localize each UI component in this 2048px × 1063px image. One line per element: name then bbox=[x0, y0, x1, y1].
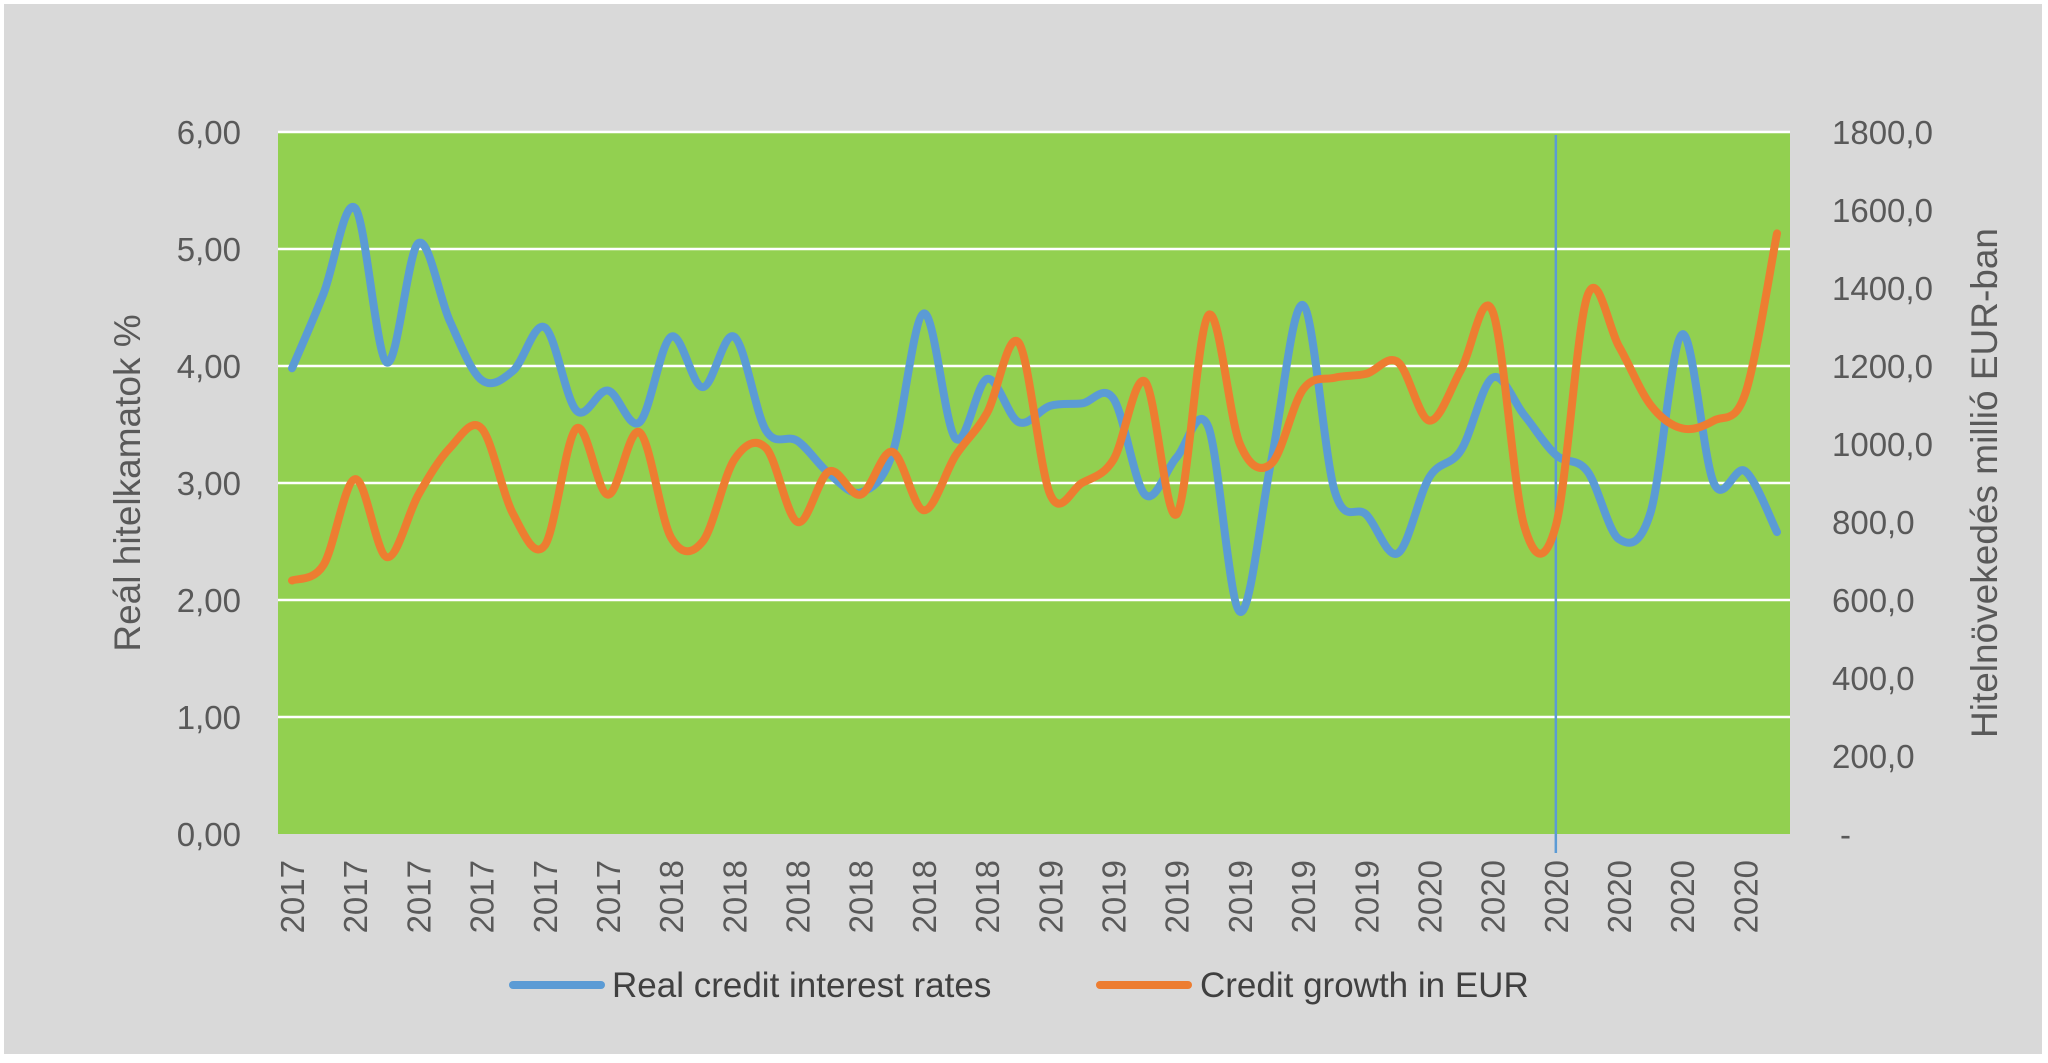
x-tick-label: 2020 bbox=[1601, 860, 1638, 933]
right-tick-label: 1400,0 bbox=[1832, 270, 1933, 307]
x-tick-label: 2020 bbox=[1664, 860, 1701, 933]
left-axis-title: Reál hitelkamatok % bbox=[107, 314, 148, 651]
x-tick-label: 2018 bbox=[780, 860, 817, 933]
left-tick-label: 0,00 bbox=[177, 816, 241, 853]
left-tick-label: 3,00 bbox=[177, 465, 241, 502]
right-tick-label: 1800,0 bbox=[1832, 114, 1933, 151]
x-tick-label: 2017 bbox=[274, 860, 311, 933]
x-tick-label: 2019 bbox=[1159, 860, 1196, 933]
right-tick-label: 1200,0 bbox=[1832, 348, 1933, 385]
x-tick-label: 2018 bbox=[969, 860, 1006, 933]
x-axis-ticks: 2017 2017 2017 2017 2017 2017 2018 2018 2018 2018… bbox=[274, 860, 1764, 933]
x-tick-label: 2017 bbox=[590, 860, 627, 933]
x-tick-label: 2019 bbox=[1348, 860, 1385, 933]
x-tick-label: 2020 bbox=[1475, 860, 1512, 933]
right-axis-title: Hitelnövekedés millió EUR-ban bbox=[1964, 228, 2005, 738]
x-tick-label: 2019 bbox=[1096, 860, 1133, 933]
x-tick-label: 2020 bbox=[1538, 860, 1575, 933]
series-line-credit-growth-in-eur bbox=[288, 229, 1781, 585]
left-tick-label: 5,00 bbox=[177, 231, 241, 268]
legend-label-credit: Credit growth in EUR bbox=[1200, 966, 1529, 1005]
x-tick-label: 2018 bbox=[716, 860, 753, 933]
x-tick-label: 2019 bbox=[1032, 860, 1069, 933]
right-tick-label: - bbox=[1840, 816, 1851, 853]
series-line-real-credit-interest-rates bbox=[288, 202, 1781, 616]
x-tick-label: 2017 bbox=[337, 860, 374, 933]
x-tick-label: 2019 bbox=[1222, 860, 1259, 933]
x-tick-label: 2020 bbox=[1727, 860, 1764, 933]
right-tick-label: 1600,0 bbox=[1832, 192, 1933, 229]
right-tick-label: 800,0 bbox=[1832, 504, 1915, 541]
left-tick-label: 2,00 bbox=[177, 582, 241, 619]
right-tick-label: 1000,0 bbox=[1832, 426, 1933, 463]
x-tick-label: 2020 bbox=[1411, 860, 1448, 933]
legend: Real credit interest rates Credit growth… bbox=[509, 966, 1529, 1005]
gridlines bbox=[278, 130, 1790, 719]
left-tick-label: 6,00 bbox=[177, 114, 241, 151]
left-axis-ticks: 0,00 1,00 2,00 3,00 4,00 5,00 6,00 bbox=[177, 114, 241, 853]
right-tick-label: 200,0 bbox=[1832, 738, 1915, 775]
right-axis-ticks: - 200,0 400,0 600,0 800,0 1000,0 1200,0 1400,0 1… bbox=[1832, 114, 1933, 853]
x-tick-label: 2019 bbox=[1285, 860, 1322, 933]
right-tick-label: 400,0 bbox=[1832, 660, 1915, 697]
series-lines bbox=[288, 202, 1781, 616]
x-tick-label: 2018 bbox=[843, 860, 880, 933]
x-tick-label: 2017 bbox=[400, 860, 437, 933]
left-tick-label: 4,00 bbox=[177, 348, 241, 385]
x-tick-label: 2018 bbox=[653, 860, 690, 933]
left-tick-label: 1,00 bbox=[177, 699, 241, 736]
x-tick-label: 2017 bbox=[464, 860, 501, 933]
x-tick-label: 2018 bbox=[906, 860, 943, 933]
right-tick-label: 600,0 bbox=[1832, 582, 1915, 619]
legend-label-interest: Real credit interest rates bbox=[612, 966, 991, 1005]
x-tick-label: 2017 bbox=[527, 860, 564, 933]
